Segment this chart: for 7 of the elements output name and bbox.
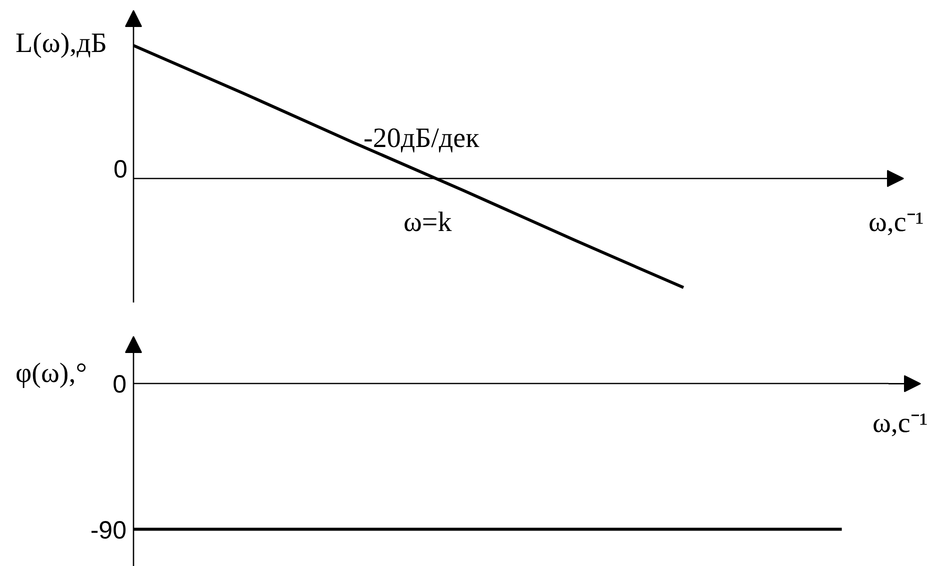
annotation: -20дБ/дек <box>364 123 480 154</box>
x-axis-title: ω,с⁻¹ <box>868 207 924 238</box>
y-axis-title: L(ω),дБ <box>16 28 108 59</box>
x-axis-title: ω,с⁻¹ <box>872 408 928 439</box>
annotation: ω=k <box>404 207 452 238</box>
y-tick-label: -90 <box>90 516 127 544</box>
y-axis-title: φ(ω),° <box>16 358 87 389</box>
